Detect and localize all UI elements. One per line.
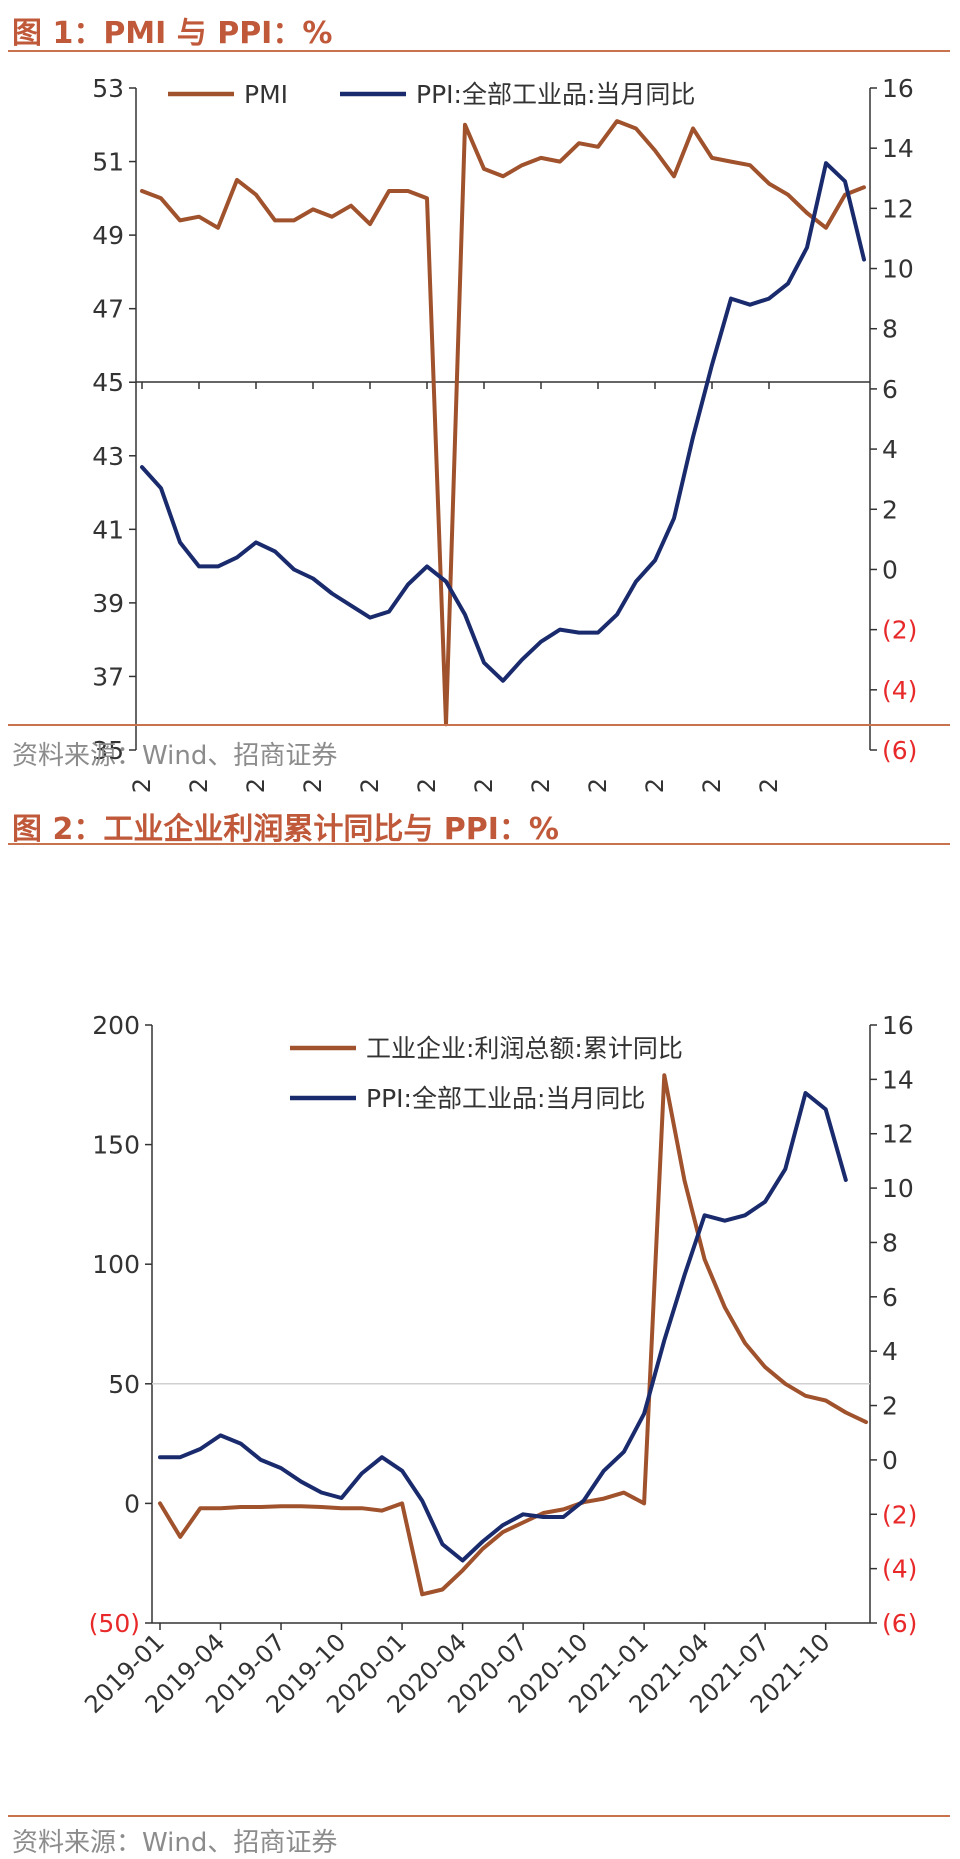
figure1-chart: 35 37 39 41 43 45 47 49 51 53 (6) (4) (2) 0 2 4 6 8 10 12 14… xyxy=(92,74,917,793)
figure2-bottom-rule xyxy=(8,1815,950,1817)
x-axis-tick-label: 2 xyxy=(356,778,384,793)
series-line-brown xyxy=(158,1073,868,1597)
x-axis-tick-label: 2 xyxy=(527,778,555,793)
figure2-top-rule xyxy=(8,843,950,845)
right-axis-tick-label: 12 xyxy=(882,1120,914,1149)
x-axis-tick-label: 2 xyxy=(242,778,270,793)
right-axis-tick-label: 4 xyxy=(882,435,898,464)
x-axis-tick-label: 2 xyxy=(299,778,327,793)
right-axis-tick-label: 12 xyxy=(882,194,914,223)
left-axis-tick-label: 50 xyxy=(108,1370,140,1399)
left-axis-tick-label: 51 xyxy=(92,148,124,177)
figure1-bottom-rule xyxy=(8,724,950,726)
right-axis-tick-label: (2) xyxy=(882,616,917,645)
legend-label: PMI xyxy=(244,80,288,109)
right-axis-tick-label: 2 xyxy=(882,495,898,524)
x-axis-tick-label: 2 xyxy=(413,778,441,793)
left-axis-tick-label: (50) xyxy=(89,1609,140,1638)
right-axis-tick-label: 2 xyxy=(882,1392,898,1421)
left-axis-tick-label: 0 xyxy=(124,1489,140,1518)
figure1-source: 资料来源：Wind、招商证券 xyxy=(12,741,338,771)
left-axis-tick-label: 47 xyxy=(92,295,124,324)
right-axis-tick-label: 0 xyxy=(882,555,898,584)
x-axis-tick-label: 2 xyxy=(185,778,213,793)
figure2-title: 图 2：工业企业利润累计同比与 PPI：% xyxy=(12,812,559,847)
x-axis-tick-label: 2 xyxy=(698,778,726,793)
left-axis-tick-label: 100 xyxy=(92,1250,140,1279)
legend-label: 工业企业:利润总额:累计同比 xyxy=(366,1034,683,1063)
left-axis-tick-label: 150 xyxy=(92,1131,140,1160)
right-axis-tick-label: (4) xyxy=(882,1555,917,1584)
right-axis-tick-label: 14 xyxy=(882,134,914,163)
right-axis-tick-label: 0 xyxy=(882,1446,898,1475)
right-axis-tick-label: 16 xyxy=(882,1011,914,1040)
series-line-navy xyxy=(158,1091,848,1563)
left-axis-tick-label: 43 xyxy=(92,442,124,471)
series-line-navy xyxy=(140,161,866,683)
x-axis-tick-label: 2 xyxy=(584,778,612,793)
left-axis-tick-label: 45 xyxy=(92,368,124,397)
x-axis-tick-label: 2 xyxy=(128,778,156,793)
x-axis-tick-label: 2 xyxy=(755,778,783,793)
left-axis-tick-label: 200 xyxy=(92,1011,140,1040)
legend-label: PPI:全部工业品:当月同比 xyxy=(366,1084,645,1113)
right-axis-tick-label: (6) xyxy=(882,1609,917,1638)
right-axis-tick-label: 8 xyxy=(882,315,898,344)
right-axis-tick-label: 6 xyxy=(882,1283,898,1312)
figure1-title: 图 1：PMI 与 PPI：% xyxy=(12,16,333,51)
right-axis-tick-label: 10 xyxy=(882,1174,914,1203)
left-axis-tick-label: 53 xyxy=(92,74,124,103)
legend-label: PPI:全部工业品:当月同比 xyxy=(416,80,695,109)
x-axis-tick-label: 2 xyxy=(641,778,669,793)
right-axis-tick-label: 16 xyxy=(882,74,914,103)
series-line-brown xyxy=(140,119,866,727)
right-axis-tick-label: 4 xyxy=(882,1337,898,1366)
left-axis-tick-label: 39 xyxy=(92,589,124,618)
left-axis-tick-label: 37 xyxy=(92,662,124,691)
left-axis-tick-label: 41 xyxy=(92,515,124,544)
right-axis-tick-label: (4) xyxy=(882,676,917,705)
right-axis-tick-label: 8 xyxy=(882,1228,898,1257)
figure2-source: 资料来源：Wind、招商证券 xyxy=(12,1828,338,1858)
right-axis-tick-label: (6) xyxy=(882,736,917,765)
x-axis-tick-label: 2 xyxy=(470,778,498,793)
right-axis-tick-label: 14 xyxy=(882,1065,914,1094)
right-axis-tick-label: 6 xyxy=(882,375,898,404)
figure1-top-rule xyxy=(8,50,950,52)
right-axis-tick-label: 10 xyxy=(882,255,914,284)
right-axis-tick-label: (2) xyxy=(882,1500,917,1529)
left-axis-tick-label: 49 xyxy=(92,221,124,250)
left-axis-tick-label: 35 xyxy=(92,736,124,765)
